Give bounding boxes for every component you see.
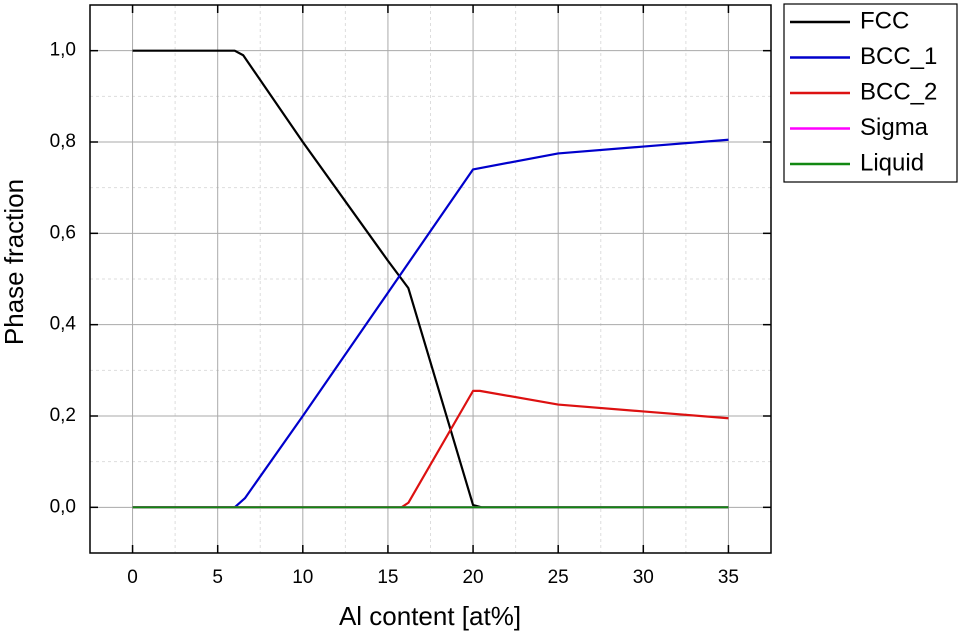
x-axis-label: Al content [at%] bbox=[339, 601, 521, 631]
y-tick-label: 0,6 bbox=[50, 222, 76, 243]
x-tick-label: 10 bbox=[292, 567, 313, 588]
y-tick-label: 1,0 bbox=[50, 40, 76, 61]
x-tick-label: 20 bbox=[462, 567, 483, 588]
series-line bbox=[132, 49, 729, 509]
y-tick-label: 0,2 bbox=[50, 405, 76, 426]
legend-label: Liquid bbox=[860, 149, 924, 176]
x-tick-label: 15 bbox=[377, 567, 398, 588]
legend-label: Sigma bbox=[860, 114, 929, 141]
legend-label: FCC bbox=[860, 7, 909, 34]
y-tick-label: 0,8 bbox=[50, 131, 76, 152]
plot-frame bbox=[89, 4, 772, 554]
legend-label: BCC_1 bbox=[860, 43, 937, 70]
legend-label: BCC_2 bbox=[860, 78, 937, 105]
y-tick-label: 0,4 bbox=[50, 314, 77, 335]
x-tick-label: 25 bbox=[548, 567, 569, 588]
x-tick-label: 0 bbox=[127, 567, 138, 588]
series-line bbox=[132, 138, 729, 509]
x-tick-label: 35 bbox=[718, 567, 739, 588]
x-tick-label: 30 bbox=[633, 567, 654, 588]
y-axis-label: Phase fraction bbox=[0, 179, 29, 345]
x-tick-label: 5 bbox=[212, 567, 223, 588]
y-tick-label: 0,0 bbox=[50, 496, 76, 517]
